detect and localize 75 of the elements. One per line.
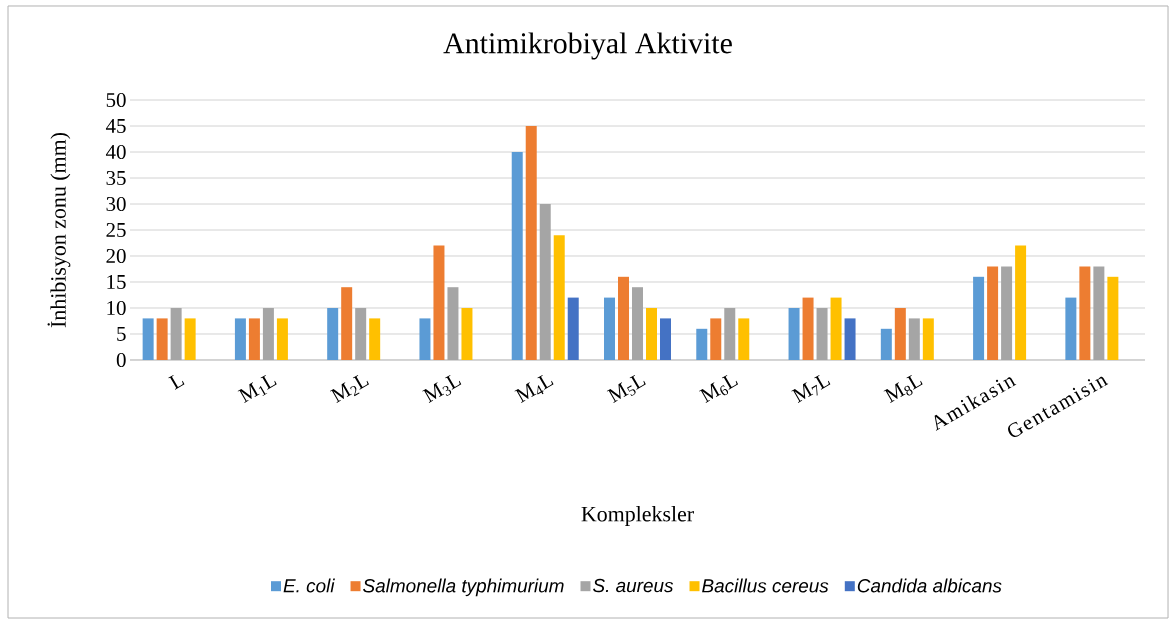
bar [696, 328, 708, 360]
legend-label: Bacillus cereus [702, 578, 829, 593]
bar [908, 318, 920, 360]
bar [1079, 266, 1091, 360]
bar [276, 318, 288, 360]
x-tick-label: M$_{2}$L [329, 374, 369, 403]
x-tick-label: M$_{5}$L [606, 374, 646, 403]
bar [369, 318, 381, 360]
bar [539, 204, 551, 360]
x-tick-label: M$_{6}$L [699, 374, 739, 403]
x-tick-label: M$_{8}$L [883, 374, 923, 403]
bar [355, 308, 367, 360]
legend-label: Salmonella typhimurium [363, 578, 564, 597]
bar [447, 287, 459, 360]
legend-label: S. aureus [593, 578, 674, 593]
bar [710, 318, 722, 360]
bar [604, 297, 615, 360]
bar [142, 318, 154, 360]
bar [170, 308, 182, 360]
x-tick-label: M$_{3}$L [422, 374, 462, 403]
bar [724, 308, 736, 360]
bar [248, 318, 260, 360]
bar [618, 276, 629, 360]
bar [987, 266, 999, 360]
bar [156, 318, 168, 360]
chart-title: Antimikrobiyal Aktivite [443, 32, 732, 60]
bar [830, 297, 842, 360]
x-tick-label: M$_{7}$L [791, 374, 831, 403]
x-tick-label: L [168, 374, 185, 390]
bar [461, 308, 473, 360]
x-tick-label: M$_{1}$L [237, 374, 277, 403]
bar [327, 308, 339, 360]
y-tick-label: 5 [117, 327, 126, 341]
bar [234, 318, 246, 360]
bar [894, 308, 906, 360]
y-tick-label: 15 [107, 274, 126, 290]
bar [553, 235, 565, 360]
y-tick-label: 25 [106, 222, 126, 238]
y-tick-label: 50 [106, 92, 126, 108]
y-tick-label: 35 [106, 170, 126, 186]
y-tick-label: 45 [105, 119, 126, 133]
x-axis-title: Kompleksler [581, 506, 694, 526]
bar [632, 287, 643, 360]
bar [660, 318, 671, 360]
bar [816, 308, 828, 360]
y-tick-label: 0 [116, 352, 126, 368]
bar [262, 308, 274, 360]
bar [341, 287, 353, 360]
bar [184, 318, 196, 360]
legend-label: E. coli [283, 578, 335, 593]
y-tick-label: 40 [105, 144, 126, 160]
bar [525, 126, 537, 360]
y-tick-label: 10 [107, 300, 126, 316]
bar [802, 297, 814, 360]
bar [1001, 266, 1013, 360]
bar [738, 318, 750, 360]
bar [511, 152, 523, 360]
y-tick-label: 20 [106, 248, 126, 264]
bar [922, 318, 934, 360]
bar [788, 308, 800, 360]
bar [433, 245, 445, 360]
bar [419, 318, 431, 360]
bar [1093, 266, 1105, 360]
bar [646, 308, 657, 360]
bar [567, 297, 579, 360]
y-tick-label: 30 [106, 196, 126, 212]
bar [844, 318, 856, 360]
y-axis-title: İnhibisyon zonu (mm) [47, 132, 71, 328]
x-tick-label: M$_{4}$L [514, 374, 554, 403]
bar [1065, 297, 1077, 360]
bar [1015, 245, 1027, 360]
bar [973, 276, 985, 360]
legend-label: Candida albicans [857, 578, 1002, 593]
bar [880, 328, 892, 360]
bar [1107, 276, 1119, 360]
